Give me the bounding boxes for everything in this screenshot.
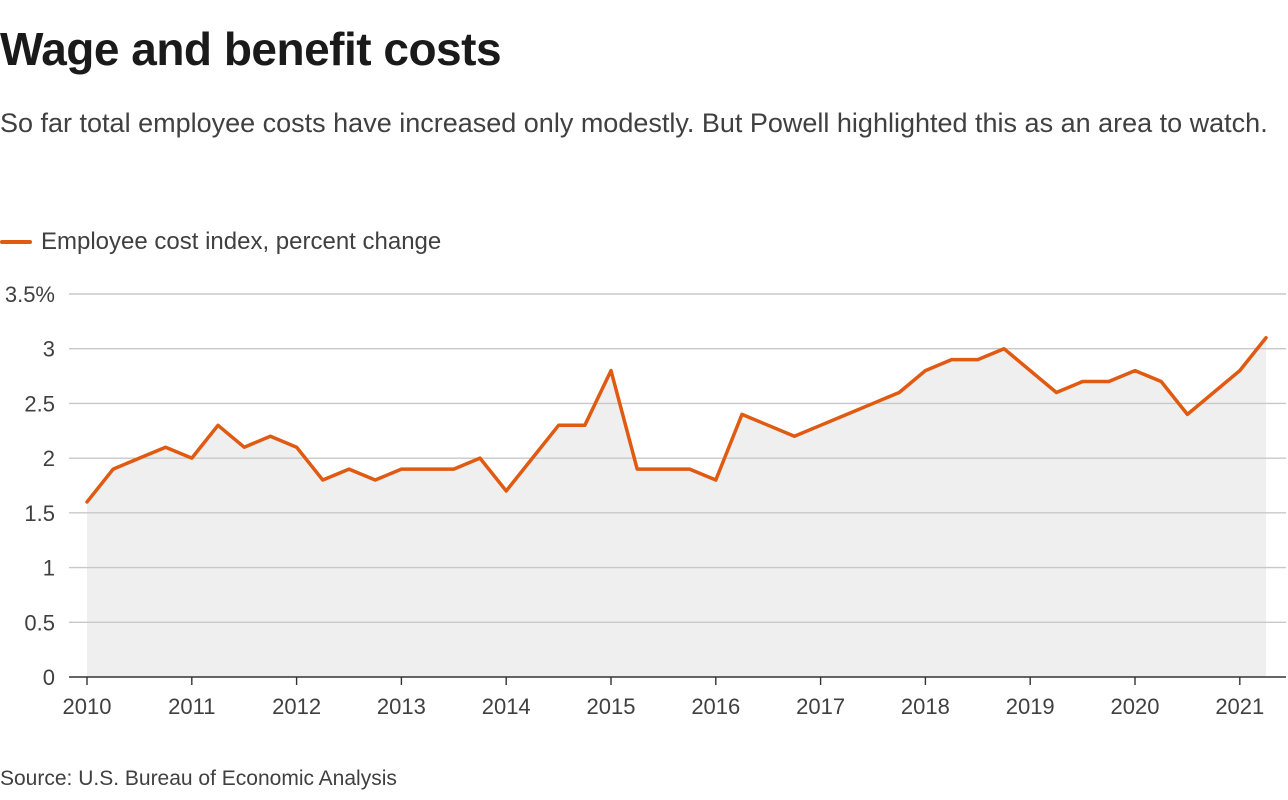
- y-tick-label: 1: [43, 556, 55, 581]
- y-tick-label: 3.5%: [5, 282, 55, 307]
- x-tick-label: 2016: [691, 694, 740, 719]
- y-tick-label: 0.5: [24, 610, 55, 635]
- legend: Employee cost index, percent change: [0, 226, 441, 258]
- x-tick-label: 2020: [1111, 694, 1160, 719]
- x-tick-label: 2012: [272, 694, 321, 719]
- chart-title: Wage and benefit costs: [0, 23, 502, 75]
- x-tick-label: 2013: [377, 694, 426, 719]
- source-note: Source: U.S. Bureau of Economic Analysis: [0, 767, 397, 790]
- y-tick-label: 2: [43, 446, 55, 471]
- x-tick-label: 2019: [1006, 694, 1055, 719]
- legend-swatch: [0, 240, 32, 244]
- x-tick-label: 2017: [796, 694, 845, 719]
- x-tick-label: 2018: [901, 694, 950, 719]
- x-tick-label: 2011: [168, 694, 215, 719]
- y-tick-label: 2.5: [24, 391, 55, 416]
- chart-subtitle: So far total employee costs have increas…: [0, 108, 1268, 138]
- y-tick-label: 3: [43, 337, 55, 362]
- line-chart: 0 0.5 1 1.5 2 2.5 3 3.5% 2010 2011 2012 2013 2014 201…: [5, 282, 1286, 719]
- x-tick-label: 2015: [587, 694, 636, 719]
- x-tick-label: 2014: [482, 694, 531, 719]
- y-tick-label: 0: [43, 665, 55, 690]
- area-fill: [87, 337, 1266, 677]
- x-tick-label: 2021: [1215, 694, 1264, 719]
- y-tick-label: 1.5: [24, 501, 55, 526]
- legend-label: Employee cost index, percent change: [41, 228, 442, 255]
- x-tick-label: 2010: [63, 694, 112, 719]
- series-line: [85, 336, 1268, 504]
